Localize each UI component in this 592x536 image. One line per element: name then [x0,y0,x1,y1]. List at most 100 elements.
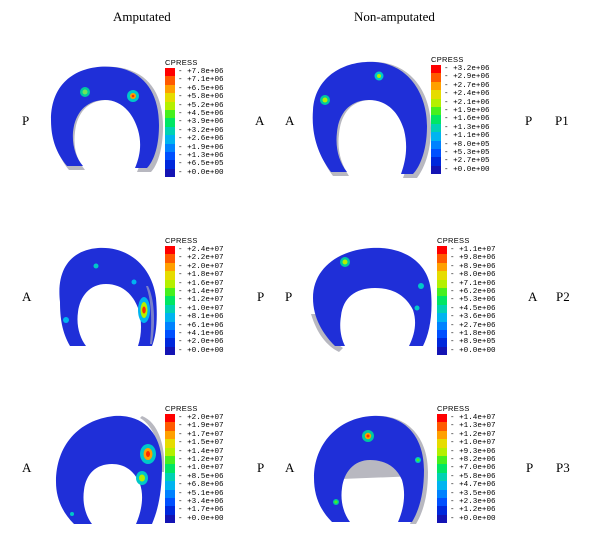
amputated-p2-left-label: A [22,289,32,304]
legend-entry: +5.8e+06 [437,472,527,482]
non-amputated-p2-left-label: P [285,289,293,304]
contact-surface [312,61,427,174]
legend-value: +2.7e+06 [450,322,495,330]
column-header-amputated: Amputated [113,9,171,24]
legend-entry: +1.1e+06 [431,132,521,141]
legend-value: +9.8e+06 [450,254,495,262]
amputated-p3-left-label: A [22,460,32,475]
non-amputated-p3-legend: CPRESS +1.4e+07+1.3e+07+1.2e+07+1.0e+07+… [437,404,527,524]
legend-value: +3.6e+06 [450,313,495,321]
legend-swatch [437,338,447,347]
legend-swatch [165,143,175,152]
legend-swatch [165,489,175,498]
legend-title: CPRESS [165,404,198,413]
legend-entry: +7.0e+06 [437,464,527,473]
legend-swatch [165,514,175,524]
legend-entry: +5.1e+06 [165,489,255,498]
row-label-p2: P2 [556,289,570,304]
legend-entry: +2.0e+06 [165,338,255,347]
legend-value: +6.2e+06 [450,288,495,296]
legend-swatch [437,481,447,490]
legend-entry: +2.2e+07 [165,254,255,263]
legend-entry: +2.6e+06 [165,135,255,144]
legend-entry: +1.6e+07 [165,279,255,288]
amputated-p3-right-label: P [257,460,265,475]
legend-title: CPRESS [431,55,464,64]
legend-entry: +2.0e+07 [165,262,255,272]
legend-entry: +0.0e+00 [165,168,255,178]
legend-value: +8.0e+06 [450,271,495,279]
legend-value: +8.9e+05 [450,338,495,346]
legend-value: +2.9e+06 [444,73,489,81]
legend-entry: +8.5e+06 [165,472,255,482]
legend-value: +8.9e+06 [450,263,495,271]
amputated-p3-contact-model [52,410,170,528]
legend-swatch [165,118,175,127]
legend-value: +2.1e+06 [444,99,489,107]
legend-entry: +0.0e+00 [437,346,527,356]
legend-swatch [437,271,447,280]
legend-entry: +6.1e+06 [165,321,255,330]
legend-swatch [437,296,447,305]
legend-entry: +5.8e+06 [165,93,255,102]
amputated-p2-right-label: P [257,289,265,304]
legend-entry: +1.3e+06 [165,151,255,161]
legend-swatch [437,514,447,524]
non-amputated-p2-legend: CPRESS +1.1e+07+9.8e+06+8.9e+06+8.0e+06+… [437,236,527,356]
amputated-p2-contact-model [48,240,166,352]
legend-value: +2.7e+06 [444,82,489,90]
legend-value: +1.2e+07 [178,456,223,464]
legend-entry: +8.9e+06 [437,262,527,272]
non-amputated-p1-left-label: A [285,113,295,128]
legend-entry: +7.1e+06 [165,76,255,85]
legend-title: CPRESS [165,236,198,245]
legend-value: +2.3e+06 [450,498,495,506]
legend-entry: +6.8e+06 [165,481,255,490]
legend-entry: +1.0e+07 [165,464,255,473]
row-label-p3: P3 [556,460,570,475]
legend-entry: +9.3e+06 [437,447,527,456]
legend-swatch [431,106,441,116]
legend-value: +7.1e+06 [178,76,223,84]
legend-entry: +3.9e+06 [165,118,255,127]
legend-swatch [431,140,441,149]
legend-value: +1.0e+07 [178,464,223,472]
legend-swatch [437,489,447,498]
legend-swatch [165,93,175,102]
legend-entry: +1.3e+07 [437,422,527,431]
non-amputated-p1-contact-model [307,58,437,180]
legend-value: +1.8e+07 [178,271,223,279]
legend-value: +1.2e+07 [178,296,223,304]
legend-entry: +1.4e+07 [437,414,527,423]
legend-entry: +2.3e+06 [437,497,527,507]
legend-entry: +1.6e+06 [431,115,521,124]
legend-entry: +4.5e+06 [165,109,255,119]
legend-value: +0.0e+00 [450,515,495,523]
legend-value: +6.8e+06 [178,481,223,489]
legend-value: +8.2e+06 [450,456,495,464]
legend-entry: +1.7e+06 [165,506,255,515]
legend-entry: +0.0e+00 [431,165,521,175]
contact-surface [313,247,432,346]
amputated-p1-contact-model [45,62,170,174]
legend-swatch [165,455,175,465]
legend-entry: +0.0e+00 [437,514,527,524]
legend-swatch [165,126,175,136]
non-amputated-p2-right-label: A [528,289,538,304]
legend-entry: +6.5e+05 [165,160,255,169]
legend-swatch [165,321,175,330]
legend-entry: +1.7e+07 [165,430,255,440]
legend-entry: +1.9e+06 [165,143,255,152]
legend-entry: +8.0e+06 [437,271,527,280]
contact-surface [51,66,159,168]
legend-value: +1.0e+07 [450,439,495,447]
legend-swatch [165,296,175,305]
legend-value: +2.4e+06 [444,90,489,98]
legend-swatch [165,447,175,456]
legend-swatch [437,447,447,456]
legend-swatch [431,81,441,91]
legend-swatch [431,90,441,99]
legend-entry: +3.2e+06 [165,126,255,136]
legend-value: +5.2e+06 [178,102,223,110]
legend-swatch [165,160,175,169]
